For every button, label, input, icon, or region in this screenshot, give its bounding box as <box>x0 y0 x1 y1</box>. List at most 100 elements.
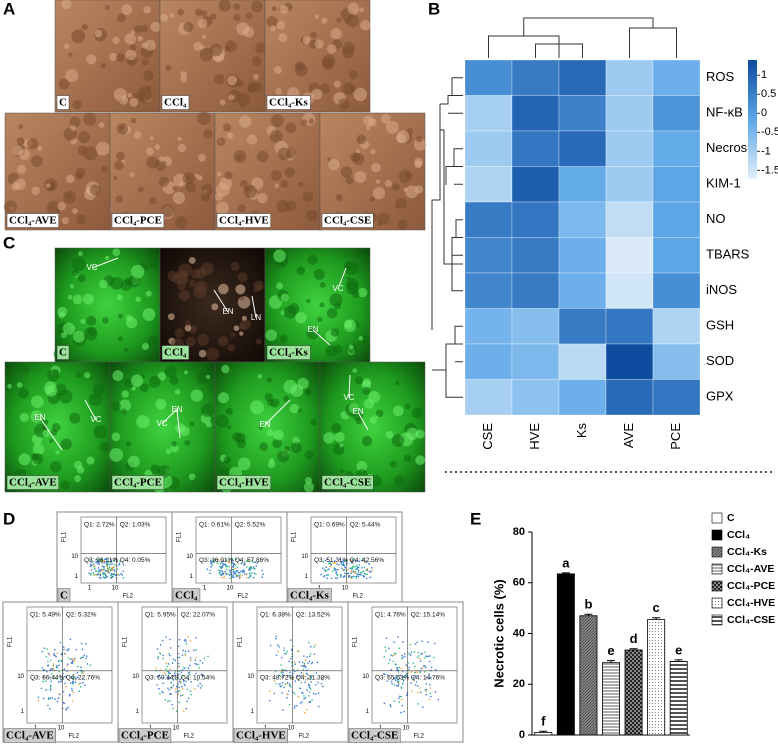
cell <box>290 384 304 397</box>
colorbar-step <box>748 89 757 93</box>
event-dot <box>78 683 81 685</box>
event-dot <box>248 566 251 569</box>
legend-label: CCl₄-CSE <box>727 614 775 626</box>
event-dot <box>310 681 312 683</box>
row-label: iNOS <box>706 282 737 297</box>
event-dot <box>419 691 422 694</box>
panel-letter: E <box>470 509 481 528</box>
event-dot <box>162 691 164 694</box>
event-dot <box>50 680 53 683</box>
annotation: VC <box>156 419 167 428</box>
event-dot <box>280 671 283 674</box>
dendrogram <box>431 17 677 398</box>
event-dot <box>247 559 250 561</box>
row-label: GSH <box>706 318 734 333</box>
event-dot <box>216 558 219 561</box>
event-dot <box>113 565 115 568</box>
error-bar <box>539 730 548 733</box>
event-dot <box>111 573 114 576</box>
event-dot <box>186 700 188 702</box>
cell <box>227 344 235 352</box>
tick-label: 1 <box>75 574 79 580</box>
micrograph: CCl₄ <box>159 247 266 363</box>
event-dot <box>280 685 283 687</box>
event-dot <box>122 564 125 566</box>
cell <box>70 125 76 131</box>
event-dot <box>313 653 316 656</box>
event-dot <box>282 671 284 674</box>
column-label: CSE <box>480 423 495 450</box>
micrograph: CCl₄-AVE <box>3 112 111 231</box>
event-dot <box>398 701 401 703</box>
cell <box>259 442 268 451</box>
micrograph: CCl₄-AVE <box>4 361 111 493</box>
event-dot <box>187 672 190 674</box>
tick-label: 1 <box>251 709 255 715</box>
colorbar-step <box>748 95 757 99</box>
event-dot <box>257 560 260 563</box>
event-dot <box>397 679 399 681</box>
event-dot <box>358 560 360 563</box>
cell <box>112 248 121 257</box>
annotation: VC <box>343 393 354 402</box>
event-dot <box>321 678 324 681</box>
cell <box>102 317 109 324</box>
event-dot <box>76 671 79 674</box>
cell <box>361 334 368 340</box>
event-dot <box>322 560 325 563</box>
colorbar-step <box>748 86 757 90</box>
tick-label: 1 <box>203 586 207 592</box>
micrograph: CCl₄-CSE <box>319 361 426 493</box>
event-dot <box>206 568 209 570</box>
event-dot <box>69 638 72 641</box>
event-dot <box>300 671 303 674</box>
cell <box>3 200 17 214</box>
label-box <box>6 213 59 228</box>
cell <box>339 443 344 448</box>
heatmap-cell <box>605 59 654 96</box>
cell <box>239 180 248 188</box>
event-dot <box>156 683 159 686</box>
event-dot <box>370 566 373 569</box>
cell <box>223 123 232 132</box>
event-dot <box>286 693 288 696</box>
cell <box>266 429 274 437</box>
event-dot <box>189 690 192 692</box>
event-dot <box>219 565 221 568</box>
event-dot <box>189 639 192 642</box>
event-dot <box>429 687 432 689</box>
event-dot <box>403 676 406 678</box>
event-dot <box>410 651 413 653</box>
cell <box>366 125 371 131</box>
event-dot <box>389 704 392 706</box>
event-dot <box>306 656 309 658</box>
event-dot <box>287 690 290 692</box>
heatmap-cell <box>558 59 607 96</box>
event-dot <box>413 678 415 680</box>
cell <box>155 398 167 410</box>
event-dot <box>424 666 427 669</box>
event-dot <box>178 690 181 692</box>
cell <box>145 147 154 156</box>
event-dot <box>309 646 312 648</box>
cell <box>395 197 407 209</box>
cell <box>185 336 196 347</box>
event-dot <box>393 700 396 702</box>
cell <box>196 372 209 384</box>
event-dot <box>344 572 346 574</box>
tick-label: 10 <box>247 674 254 680</box>
cell <box>116 151 125 161</box>
cell <box>206 374 211 380</box>
event-dot <box>385 649 387 652</box>
cell <box>83 112 97 126</box>
cell <box>215 192 224 201</box>
event-dot <box>354 575 356 578</box>
cell <box>347 2 360 15</box>
legend-label: CCl₄ <box>727 529 750 541</box>
event-dot <box>219 563 222 565</box>
event-dot <box>302 668 305 671</box>
event-dot <box>162 676 164 679</box>
cell <box>11 182 20 191</box>
bar <box>556 573 575 736</box>
heatmap-cell <box>511 130 560 167</box>
